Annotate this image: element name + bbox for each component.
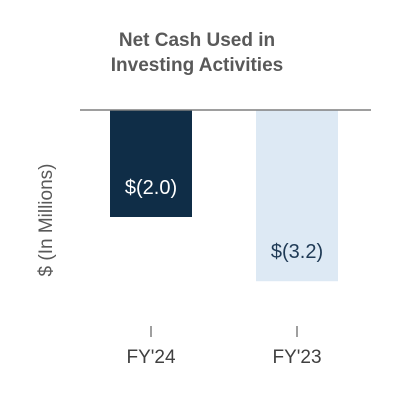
plot-area: $(2.0) FY'24 $(3.2) FY'23 bbox=[80, 109, 371, 368]
y-axis-label: $ (In Millions) bbox=[36, 164, 57, 277]
bar-1 bbox=[110, 110, 192, 217]
bar-2 bbox=[256, 110, 338, 282]
chart-title-line-1: Net Cash Used in bbox=[119, 30, 275, 51]
chart-title-line-2: Investing Activities bbox=[111, 55, 283, 76]
x-tick-label-1: FY'24 bbox=[126, 347, 175, 368]
x-tick-label-2: FY'23 bbox=[272, 347, 321, 368]
data-label-2: $(3.2) bbox=[271, 241, 323, 263]
data-label-1: $(2.0) bbox=[125, 177, 177, 199]
